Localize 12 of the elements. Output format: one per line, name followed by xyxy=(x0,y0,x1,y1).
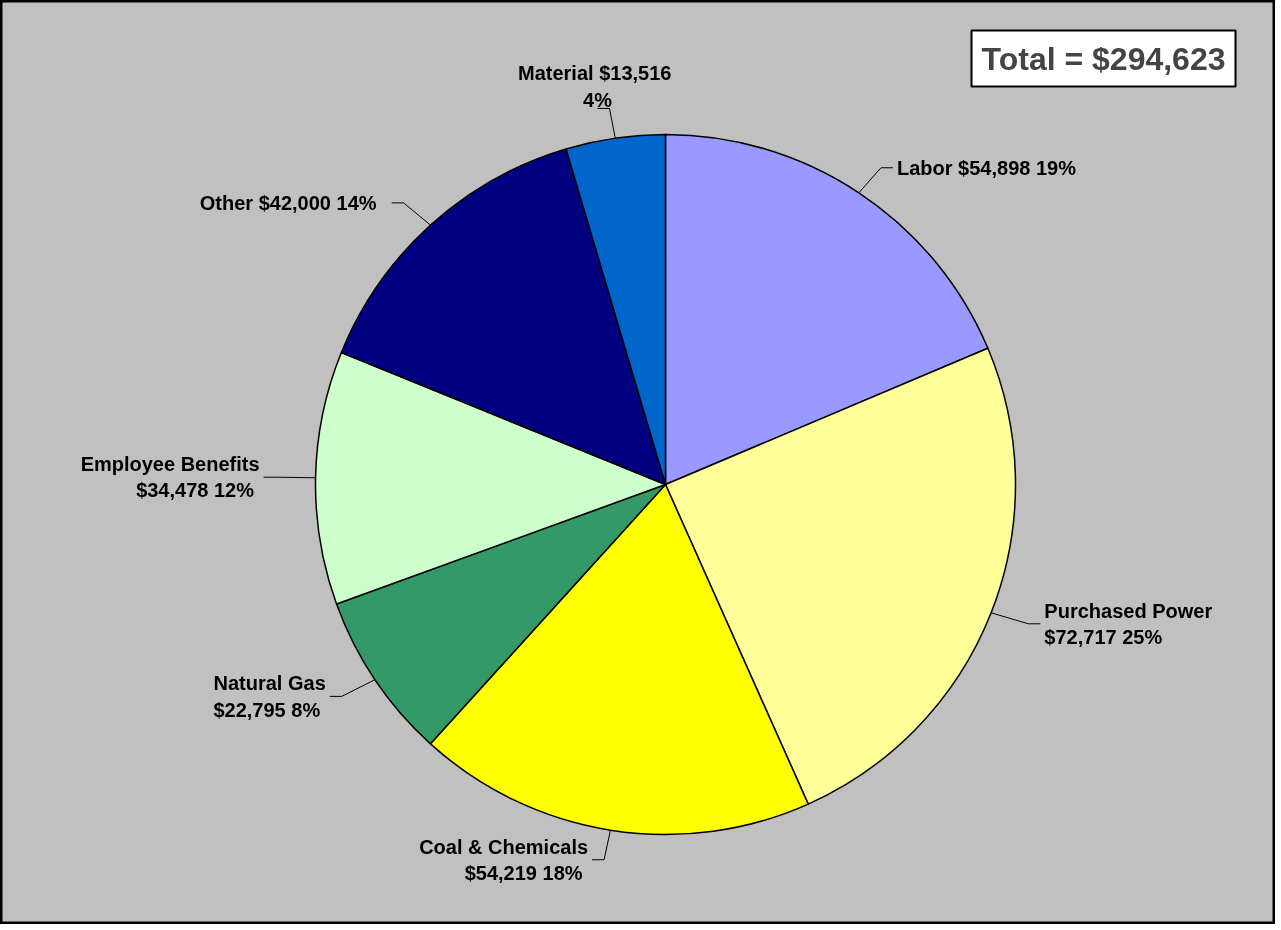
slice-label: Employee Benefits xyxy=(80,453,260,475)
slice-label: Purchased Power xyxy=(1044,599,1213,622)
slice-label: Labor $54,898 19% xyxy=(896,156,1077,179)
data-label: $34,478 12% xyxy=(136,479,255,502)
text: Total = $294,623 xyxy=(981,40,1226,77)
data-label: $22,795 8% xyxy=(213,698,321,721)
slice-label: Other $42,000 14% xyxy=(199,191,377,214)
slice-label: Material $13,516 4% xyxy=(517,62,672,111)
data-label: $72,717 25% xyxy=(1044,626,1163,649)
slice-label: Natural Gas xyxy=(213,672,326,695)
slice-label: Coal & Chemicals xyxy=(419,835,589,858)
data-label: $54,219 18% xyxy=(464,861,583,884)
